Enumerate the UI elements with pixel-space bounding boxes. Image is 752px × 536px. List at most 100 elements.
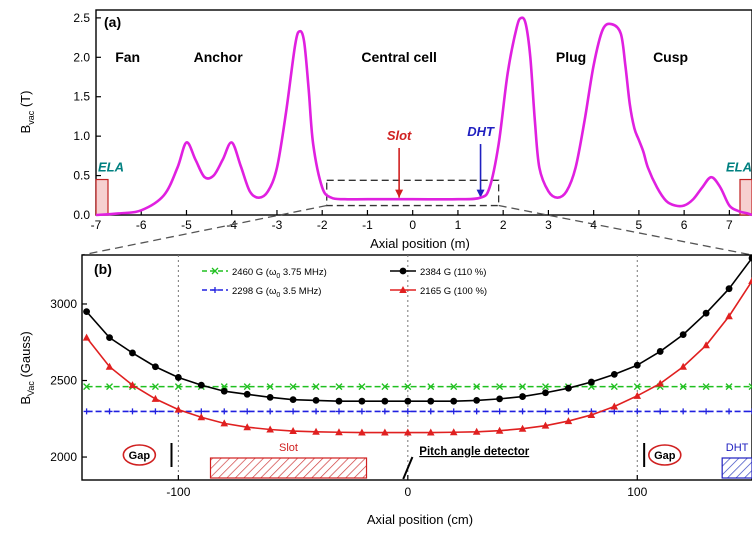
hatched-region [209, 457, 368, 479]
panel-a-x-tick-label: -1 [362, 218, 373, 232]
panel-a-x-tick-label: 1 [455, 218, 462, 232]
panel-b-point [587, 410, 596, 418]
legend-label: 2165 G (100 %) [420, 286, 487, 297]
panel-a-x-tick-label: -3 [272, 218, 283, 232]
panel-b-point [212, 287, 218, 293]
panel-b-point [656, 379, 665, 387]
panel-b-point [129, 349, 136, 357]
panel-b-point [197, 413, 206, 421]
panel-b-point [564, 417, 573, 425]
panel-a-x-tick-label: -2 [317, 218, 328, 232]
panel-b-point [83, 308, 90, 316]
panel-b-point [404, 383, 412, 391]
panel-b-point [702, 309, 710, 317]
panel-b-point [610, 383, 618, 391]
panel-b-point [151, 394, 160, 402]
panel-b-point [381, 408, 388, 415]
panel-b-series [83, 255, 752, 405]
panel-b-point [152, 363, 159, 371]
panel-a-ela-block [739, 178, 752, 216]
panel-b-point [634, 408, 641, 415]
panel-a-y-tick-label: 0.0 [73, 208, 90, 222]
panel-b-point [266, 383, 274, 391]
panel-a-region-label: Fan [115, 49, 140, 65]
panel-b-point [335, 397, 343, 405]
panel-b-point [679, 383, 687, 391]
panel-b-point [404, 397, 412, 405]
panel-b-point [519, 383, 527, 391]
gap-marker [648, 444, 682, 466]
panel-b-point [519, 408, 526, 415]
panel-b-series-line [85, 280, 752, 434]
panel-b-point [426, 428, 435, 436]
panel-b-x-tick-label: 100 [627, 485, 647, 499]
panel-a-annotation-arrowhead [395, 189, 404, 198]
panel-a-y-tick-label: 2.5 [73, 11, 90, 25]
panel-b-point [83, 383, 91, 391]
panel-b-point [312, 397, 320, 404]
panel-b-point [725, 312, 733, 320]
panel-b-point [427, 397, 435, 405]
panel-b-point [313, 408, 320, 415]
panel-b-point [151, 383, 159, 391]
hatched-region [721, 457, 752, 479]
legend-entry: 2384 G (110 %) [390, 267, 486, 278]
panel-b-point [289, 396, 297, 404]
panel-a-y-axis-label: Bvac (T) [18, 91, 36, 134]
panel-b-point [106, 408, 113, 415]
panel-a-zoom-box [326, 179, 500, 207]
panel-b-point [243, 423, 252, 431]
hatched-region-label: DHT [726, 442, 749, 454]
panel-b-point [702, 341, 710, 349]
panel-b-point [105, 362, 114, 370]
panel-b-point [220, 387, 228, 395]
panel-b-point [542, 383, 549, 391]
legend-entry: 2460 G (ω0 3.75 MHz) [202, 267, 327, 280]
panel-b-point [358, 397, 366, 405]
panel-b-point [657, 408, 664, 415]
panel-b-point [404, 428, 412, 436]
legend-entry: 2165 G (100 %) [390, 286, 487, 297]
panel-a-x-tick-label: -7 [91, 218, 102, 232]
panel-b-point [449, 428, 458, 436]
panel-b-point [473, 383, 481, 391]
panel-b-point [680, 408, 687, 415]
panel-b-point [518, 424, 527, 432]
panel-a-x-tick-label: 0 [409, 218, 416, 232]
panel-b-point [679, 362, 687, 370]
panel-b-point [749, 408, 752, 415]
panel-b-point [473, 397, 481, 404]
panel-b-point [656, 348, 664, 355]
panel-b-point [152, 408, 159, 415]
panel-b-point [289, 383, 297, 391]
panel-a-region-label: Cusp [653, 49, 688, 65]
panel-b-point [358, 408, 365, 415]
panel-a-region-label: Anchor [194, 49, 244, 65]
panel-b-point [427, 383, 435, 391]
panel-b-point [312, 427, 320, 435]
panel-b-point [565, 408, 572, 415]
panel-a-x-tick-label: 5 [636, 218, 643, 232]
panel-b-label: (b) [94, 261, 112, 277]
panel-a-annotation-label: DHT [467, 124, 495, 139]
panel-b-point [381, 383, 389, 391]
panel-b-point [496, 408, 503, 415]
legend-label: 2384 G (110 %) [420, 267, 486, 278]
panel-b-point [541, 421, 550, 429]
panel-b-y-axis-label: BVac (Gauss) [18, 331, 36, 404]
panel-b-point [565, 384, 572, 392]
panel-b-point [748, 277, 752, 285]
panel-a-x-tick-label: -6 [136, 218, 147, 232]
panel-a-x-tick-label: 6 [681, 218, 688, 232]
panel-b-x-tick-label: -100 [166, 485, 190, 499]
panel-b-y-tick-label: 2000 [50, 450, 77, 464]
panel-a-annotation-label: Slot [387, 128, 412, 143]
panel-b-point [633, 391, 642, 399]
panel-b-point [519, 393, 526, 400]
panel-b-point [450, 383, 458, 391]
panel-a-x-tick-label: -5 [181, 218, 192, 232]
panel-b-point [266, 393, 274, 401]
panel-b-x-tick-label: 0 [404, 485, 411, 499]
legend-entry: 2298 G (ω0 3.5 MHz) [202, 286, 321, 299]
panel-b-point [335, 428, 343, 436]
